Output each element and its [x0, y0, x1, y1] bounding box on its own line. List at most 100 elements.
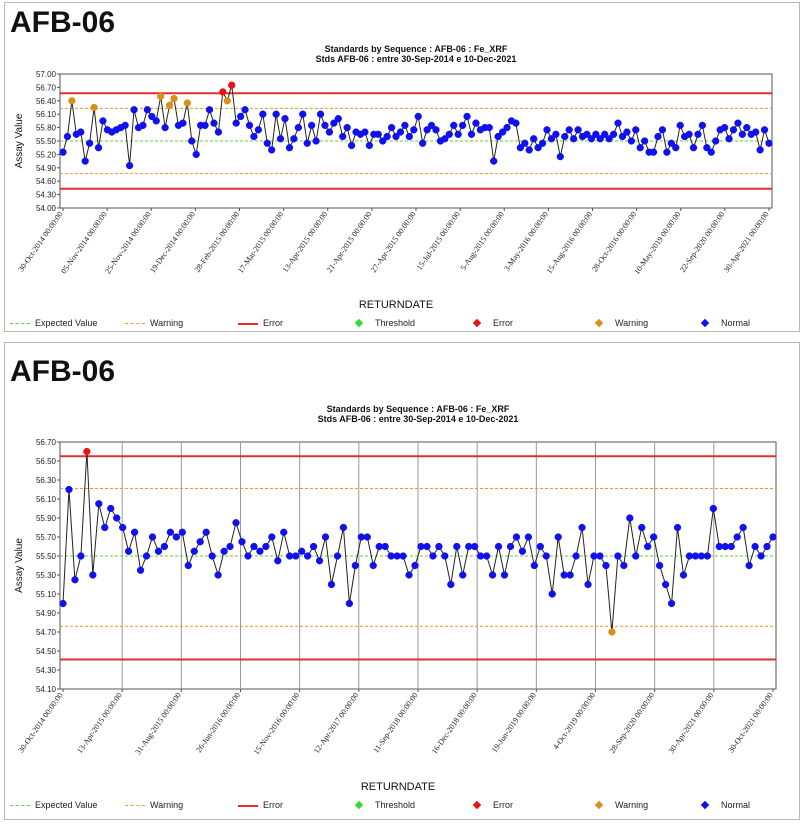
data-point	[347, 141, 356, 150]
data-point	[369, 561, 377, 570]
data-point	[196, 538, 204, 546]
data-point	[459, 571, 467, 579]
data-point	[281, 115, 289, 123]
legend-label: Normal	[721, 800, 751, 810]
data-point	[429, 552, 437, 560]
legend-line-icon	[125, 318, 145, 328]
legend-label: Normal	[721, 318, 751, 328]
data-point	[256, 547, 264, 555]
legend-label: Error	[493, 800, 513, 810]
y-tick-label: 56.10	[36, 495, 57, 504]
data-point	[405, 571, 413, 579]
y-tick-label: 55.50	[36, 552, 57, 561]
data-point	[743, 123, 751, 132]
legend-item: Error	[468, 318, 513, 328]
legend-label: Expected Value	[35, 318, 98, 328]
data-point	[694, 130, 702, 138]
data-point	[641, 137, 649, 145]
data-point	[325, 128, 334, 136]
data-point	[703, 144, 711, 152]
data-point	[130, 106, 138, 114]
data-point	[494, 542, 503, 551]
data-point	[179, 119, 187, 127]
data-point	[574, 126, 582, 134]
data-point	[309, 542, 318, 551]
data-point	[333, 552, 342, 560]
data-point	[160, 542, 169, 551]
legend-marker-icon	[696, 800, 716, 810]
data-point	[644, 542, 652, 551]
data-point	[401, 121, 409, 130]
data-point	[512, 533, 521, 541]
data-point	[435, 542, 443, 551]
data-point	[244, 552, 252, 560]
legend-line-icon	[238, 800, 258, 810]
data-point	[308, 121, 316, 130]
data-point	[503, 123, 511, 132]
data-point	[294, 123, 302, 132]
x-tick-label: 30-Oct-2021 00:00:00	[726, 691, 774, 755]
data-point	[121, 121, 129, 130]
data-point	[365, 141, 374, 150]
y-tick-label: 55.50	[36, 137, 57, 146]
data-point	[720, 123, 729, 132]
chart-panel-top	[4, 2, 800, 332]
data-point	[530, 135, 538, 143]
data-point	[453, 542, 461, 551]
data-point	[65, 485, 73, 494]
data-point	[285, 144, 294, 152]
data-point	[654, 132, 662, 141]
data-point	[543, 126, 551, 134]
legend-item: Threshold	[350, 800, 415, 810]
data-point	[450, 121, 458, 130]
data-point	[312, 137, 320, 145]
x-tick-label: 30-Apr-2021 00:00:00	[667, 691, 716, 755]
chart-title: Standards by Sequence : AFB-06 : Fe_XRF	[325, 44, 508, 54]
legend-line-icon	[238, 318, 258, 328]
legend-label: Error	[493, 318, 513, 328]
data-point	[321, 533, 330, 541]
data-point	[672, 144, 680, 152]
y-tick-label: 56.10	[36, 110, 57, 119]
data-point	[482, 552, 491, 560]
data-point	[556, 152, 564, 161]
x-tick-label: 16-Dec-2018 00:00:00	[430, 691, 479, 756]
legend-item: Expected Value	[10, 800, 97, 810]
y-tick-label: 54.50	[36, 647, 57, 656]
data-point	[673, 523, 682, 532]
data-point	[467, 130, 476, 138]
data-point	[471, 542, 479, 551]
x-tick-label: 30-Oct-2014 00:00:00	[16, 691, 64, 755]
data-point	[94, 144, 103, 152]
legend-line-icon	[10, 800, 30, 810]
data-point	[661, 580, 670, 589]
data-point	[506, 542, 515, 551]
data-point	[561, 132, 569, 141]
data-point	[321, 121, 329, 130]
chart-subtitle: Stds AFB-06 : entre 30-Sep-2014 e 10-Dec…	[318, 414, 519, 424]
data-point	[95, 500, 103, 508]
data-point	[769, 533, 777, 541]
data-point	[274, 557, 282, 565]
data-point	[623, 128, 631, 136]
data-point	[166, 528, 175, 536]
data-point	[396, 128, 405, 136]
data-point	[292, 552, 300, 560]
data-point	[315, 557, 324, 565]
data-point	[250, 132, 258, 141]
data-point	[316, 110, 325, 118]
data-point	[374, 130, 382, 138]
data-point	[220, 547, 228, 555]
data-point	[392, 132, 400, 141]
legend-label: Threshold	[375, 318, 416, 328]
data-point	[725, 135, 733, 143]
y-tick-label: 56.50	[36, 457, 57, 466]
legend-marker-icon	[350, 800, 370, 810]
data-point	[363, 533, 371, 541]
data-point-warning	[170, 94, 178, 103]
data-point	[343, 123, 351, 132]
chart-heading-top: AFB-06	[10, 6, 116, 39]
y-tick-label: 55.10	[36, 590, 57, 599]
y-tick-label: 54.60	[36, 177, 57, 186]
y-tick-label: 55.80	[36, 124, 57, 133]
